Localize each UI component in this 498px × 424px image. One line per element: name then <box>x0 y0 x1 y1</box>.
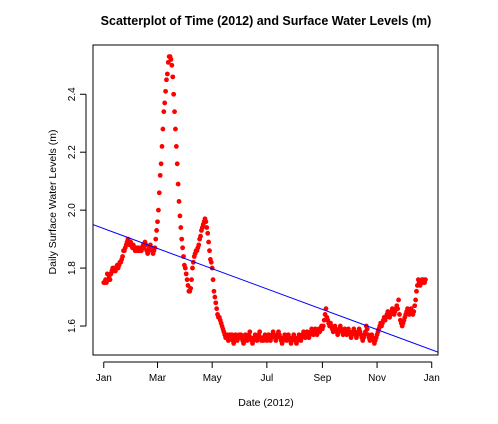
y-tick-label: 2.2 <box>67 145 78 159</box>
data-point <box>168 57 174 62</box>
data-point <box>198 233 203 239</box>
data-point <box>178 225 184 230</box>
data-point <box>158 161 164 167</box>
data-point <box>204 225 210 230</box>
data-point <box>164 77 169 83</box>
data-point <box>206 239 212 245</box>
data-point <box>160 126 166 132</box>
data-point <box>412 303 418 309</box>
data-point <box>169 62 175 68</box>
data-point <box>196 242 202 248</box>
x-tick-label: Mar <box>149 373 167 384</box>
data-point <box>182 265 188 271</box>
data-point <box>172 109 177 115</box>
data-point <box>205 230 211 236</box>
data-point <box>184 277 190 283</box>
data-point <box>395 306 401 312</box>
data-point <box>208 259 214 265</box>
data-point <box>161 109 167 115</box>
data-point <box>153 236 159 242</box>
regression-line <box>93 224 438 353</box>
x-tick-label: Jan <box>424 373 440 384</box>
data-point <box>156 190 162 196</box>
data-point <box>211 288 217 294</box>
x-tick-label: Jan <box>96 373 112 384</box>
data-point <box>159 144 165 149</box>
x-axis-label: Date (2012) <box>238 397 293 409</box>
y-tick-label: 2.0 <box>67 203 78 217</box>
data-point <box>247 329 253 335</box>
data-point <box>207 248 212 254</box>
plot-border <box>92 44 439 356</box>
data-point <box>213 300 219 306</box>
data-point <box>174 161 180 167</box>
data-point <box>188 285 194 291</box>
data-point <box>173 144 179 149</box>
data-point <box>414 288 419 294</box>
data-point <box>210 277 216 283</box>
data-point <box>397 312 402 317</box>
data-point <box>364 326 370 332</box>
data-point <box>156 207 161 213</box>
data-point <box>164 71 170 77</box>
data-point <box>179 236 185 242</box>
data-point <box>189 277 194 283</box>
x-tick-label: Nov <box>368 373 386 384</box>
plot-area: Jan Mar May Jul Sep Nov Jan 1.6 1.8 2.0 2.2 2.4 <box>67 44 440 384</box>
data-point <box>411 309 417 314</box>
data-point <box>413 297 418 303</box>
data-point <box>171 91 177 97</box>
data-point <box>157 172 163 178</box>
data-point <box>107 277 113 283</box>
x-tick-label: Sep <box>314 373 332 384</box>
data-point <box>175 181 181 187</box>
y-tick-label: 1.6 <box>67 319 78 333</box>
data-point <box>163 88 168 94</box>
data-point <box>173 126 178 132</box>
y-axis-label: Daily Surface Water Levels (m) <box>47 130 59 275</box>
y-tick-label: 2.4 <box>67 87 78 101</box>
data-point <box>155 219 160 225</box>
data-point <box>170 74 176 80</box>
data-point <box>162 100 168 106</box>
data-point <box>177 213 183 219</box>
data-point <box>257 329 263 335</box>
data-point <box>212 294 218 300</box>
data-point <box>214 306 220 312</box>
data-point <box>190 265 195 271</box>
data-point <box>154 228 160 233</box>
chart-title: Scatterplot of Time (2012) and Surface W… <box>101 14 432 28</box>
data-point <box>120 254 125 259</box>
data-point <box>231 341 237 346</box>
data-point <box>183 271 189 277</box>
y-tick-label: 1.8 <box>67 261 78 275</box>
x-tick-label: Jul <box>260 373 273 384</box>
data-point <box>320 323 326 329</box>
data-point <box>423 277 428 283</box>
data-point <box>396 297 401 303</box>
data-point <box>176 199 182 204</box>
data-point <box>180 245 186 251</box>
x-tick-label: May <box>203 373 222 384</box>
data-point <box>203 219 209 225</box>
